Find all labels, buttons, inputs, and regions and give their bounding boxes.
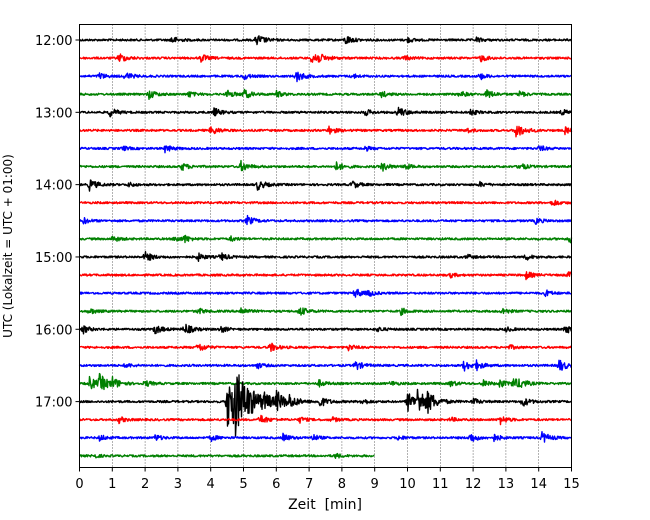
x-tick-label: 4 xyxy=(207,477,215,492)
trace-1215 xyxy=(79,53,572,63)
trace-1200 xyxy=(78,35,572,46)
trace-1415 xyxy=(79,199,573,206)
x-tick-label: 3 xyxy=(174,477,182,492)
y-tick-label: 14:00 xyxy=(35,179,72,194)
trace-1315 xyxy=(79,125,573,138)
trace-1700 xyxy=(78,374,573,437)
trace-1300 xyxy=(79,106,573,118)
y-tick-label: 12:00 xyxy=(35,34,72,49)
trace-1730 xyxy=(79,431,572,443)
trace-1245 xyxy=(79,88,572,100)
y-axis-label: UTC (Lokalzeit = UTC + 01:00) xyxy=(1,154,15,338)
x-tick-label: 11 xyxy=(432,477,449,492)
trace-1530 xyxy=(78,288,572,298)
seismic-traces xyxy=(78,35,573,459)
x-tick-label: 12 xyxy=(465,477,482,492)
trace-1600 xyxy=(78,323,573,335)
trace-1515 xyxy=(78,271,573,281)
trace-1400 xyxy=(79,179,572,192)
plot-frame xyxy=(79,24,572,468)
trace-1615 xyxy=(79,342,573,352)
trace-1430 xyxy=(79,214,572,226)
x-tick-label: 7 xyxy=(305,477,313,492)
trace-1545 xyxy=(79,307,573,317)
y-tick-label: 16:00 xyxy=(35,323,72,338)
x-tick-label: 10 xyxy=(399,477,416,492)
y-tick-label: 13:00 xyxy=(35,106,72,121)
x-tick-label: 1 xyxy=(108,477,116,492)
x-axis-label: Zeit [min] xyxy=(288,497,362,513)
trace-1230 xyxy=(79,71,572,83)
trace-1745 xyxy=(78,452,375,459)
x-tick-label: 14 xyxy=(530,477,547,492)
trace-1330 xyxy=(78,145,572,154)
x-tick-label: 15 xyxy=(563,477,580,492)
y-tick-label: 15:00 xyxy=(35,251,72,266)
trace-1630 xyxy=(78,359,572,372)
trace-1345 xyxy=(78,159,573,172)
x-tick-label: 6 xyxy=(272,477,280,492)
trace-1445 xyxy=(78,234,573,244)
x-axis: 0 1 2 3 4 5 6 7 8 9 10 11 12 13 14 15 xyxy=(75,467,580,492)
x-tick-label: 9 xyxy=(371,477,379,492)
y-tick-label: 17:00 xyxy=(35,396,72,411)
x-tick-label: 0 xyxy=(75,477,83,492)
x-tick-label: 2 xyxy=(141,477,149,492)
trace-1500 xyxy=(79,251,572,262)
x-tick-label: 5 xyxy=(239,477,247,492)
x-tick-label: 8 xyxy=(338,477,346,492)
y-axis: 12:00 13:00 14:00 15:00 16:00 17:00 xyxy=(35,34,80,411)
trace-1715 xyxy=(78,414,572,426)
x-tick-label: 13 xyxy=(498,477,515,492)
trace-1645 xyxy=(78,372,573,391)
